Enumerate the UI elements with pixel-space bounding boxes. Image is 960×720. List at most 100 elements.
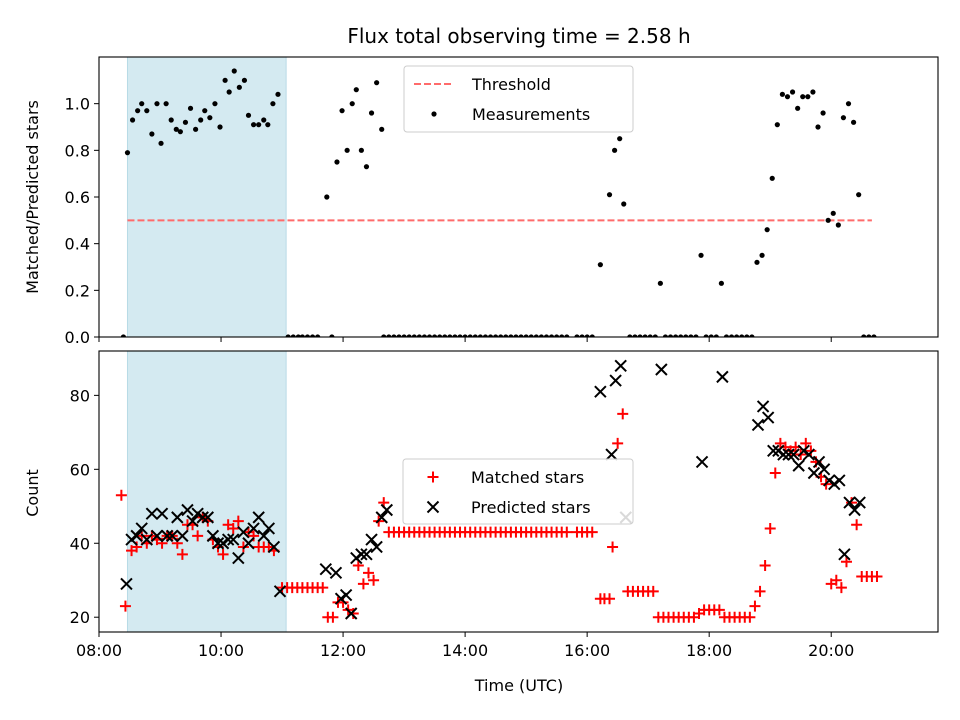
- measurements-point-15: [193, 126, 199, 132]
- measurements-point-132: [800, 94, 806, 100]
- matched-stars-point-95: [607, 541, 619, 553]
- measurements-point-55: [396, 334, 402, 337]
- x-tick-label: 20:00: [808, 641, 854, 660]
- x-tick-label: 12:00: [320, 641, 366, 660]
- measurements-point-115: [713, 334, 719, 337]
- measurements-point-60: [421, 334, 428, 337]
- predicted-stars-point-21: [227, 533, 240, 546]
- measurements-point-66: [452, 334, 458, 337]
- matched-stars-point-0: [115, 489, 127, 501]
- predicted-stars-point-40: [370, 540, 383, 554]
- measurements-point-44: [349, 101, 355, 107]
- measurements-point-64: [442, 334, 448, 337]
- measurements-point-114: [708, 334, 714, 337]
- predicted-stars-point-20: [221, 533, 235, 546]
- predicted-stars-point-15: [196, 511, 209, 524]
- chart-title: Flux total observing time = 2.58 h: [347, 24, 690, 48]
- predicted-stars-point-38: [360, 548, 373, 561]
- predicted-stars-point-71: [853, 496, 866, 509]
- legend-predicted-stars-label: Predicted stars: [471, 498, 591, 517]
- measurements-point-92: [589, 334, 595, 337]
- predicted-stars-point-64: [817, 463, 831, 476]
- matched-stars-point-143: [851, 519, 863, 531]
- measurements-point-3: [135, 108, 141, 114]
- measurements-point-141: [845, 101, 852, 107]
- measurements-point-23: [231, 68, 237, 74]
- measurements-point-6: [149, 131, 155, 137]
- measurements-point-112: [698, 252, 704, 258]
- predicted-stars-point-56: [777, 448, 790, 461]
- measurements-point-84: [543, 334, 550, 337]
- measurements-point-24: [236, 84, 242, 90]
- predicted-stars-point-54: [767, 444, 780, 458]
- measurements-point-45: [353, 87, 359, 93]
- measurements-point-118: [728, 334, 735, 337]
- bottom-y-tick-label: 20: [70, 608, 90, 627]
- measurements-point-47: [363, 164, 370, 170]
- predicted-stars-point-4: [140, 533, 154, 546]
- measurements-point-119: [734, 334, 740, 337]
- measurements-point-130: [789, 89, 796, 95]
- matched-stars-point-22: [227, 522, 239, 534]
- top-y-tick-label: 0.0: [65, 328, 90, 347]
- predicted-stars-point-61: [802, 448, 816, 461]
- matched-stars-point-48: [362, 567, 374, 579]
- measurements-point-143: [856, 192, 862, 198]
- bottom-y-tick-label: 60: [70, 460, 90, 479]
- measurements-point-42: [339, 108, 345, 114]
- measurements-point-109: [683, 334, 689, 337]
- measurements-point-73: [487, 334, 494, 337]
- measurements-point-95: [612, 147, 618, 153]
- predicted-stars-point-6: [150, 529, 164, 543]
- predicted-stars-point-23: [237, 525, 250, 539]
- measurements-point-120: [739, 334, 745, 337]
- top-y-tick-label: 0.6: [65, 188, 90, 207]
- top-y-tick-label: 0.4: [65, 235, 90, 254]
- bottom-y-axis-label: Count: [23, 469, 42, 517]
- legend-matched-stars-label: Matched stars: [471, 468, 584, 487]
- measurements-point-121: [744, 334, 750, 337]
- predicted-stars-point-46: [614, 359, 627, 372]
- measurements-point-32: [275, 91, 281, 97]
- predicted-stars-point-41: [375, 511, 388, 524]
- matched-stars-point-96: [612, 437, 624, 449]
- measurements-point-59: [416, 334, 422, 337]
- measurements-point-5: [144, 108, 150, 114]
- predicted-stars-point-31: [319, 562, 332, 576]
- measurements-point-117: [723, 334, 730, 337]
- predicted-stars-point-43: [594, 385, 607, 398]
- matched-stars-point-124: [754, 585, 766, 597]
- measurements-point-140: [840, 115, 847, 121]
- predicted-stars-point-5: [145, 507, 159, 520]
- legend-measurements-swatch: [431, 111, 437, 117]
- predicted-stars-point-27: [257, 529, 270, 543]
- measurements-point-75: [498, 334, 504, 337]
- measurements-point-136: [820, 110, 826, 116]
- measurements-point-78: [513, 334, 519, 337]
- bottom-shaded-span: [126, 350, 287, 633]
- matched-stars-point-139: [830, 574, 842, 586]
- measurements-point-4: [139, 101, 145, 107]
- measurements-point-110: [688, 334, 694, 337]
- measurements-point-30: [265, 122, 271, 128]
- x-tick-label: 16:00: [564, 641, 610, 660]
- measurements-point-105: [662, 334, 669, 337]
- measurements-point-12: [177, 129, 183, 135]
- matched-stars-point-94: [604, 593, 616, 605]
- measurements-point-134: [810, 89, 816, 95]
- measurements-point-138: [830, 210, 836, 216]
- predicted-stars-point-45: [609, 374, 622, 387]
- predicted-stars-point-16: [201, 511, 215, 524]
- matched-stars-point-123: [749, 600, 761, 612]
- measurements-point-25: [241, 77, 248, 83]
- matched-stars-point-41: [327, 611, 339, 623]
- top-panel: 0.0 0.2 0.4 0.6 0.8 1.0 Threshold Measurements: [65, 56, 939, 347]
- measurements-point-111: [693, 334, 699, 337]
- measurements-point-87: [559, 334, 565, 337]
- x-axis-label: Time (UTC): [474, 676, 563, 695]
- measurements-point-70: [472, 334, 478, 337]
- matched-stars-point-45: [347, 608, 359, 620]
- predicted-stars-point-0: [120, 577, 133, 591]
- measurements-point-39: [315, 334, 321, 337]
- predicted-stars-point-58: [787, 448, 800, 461]
